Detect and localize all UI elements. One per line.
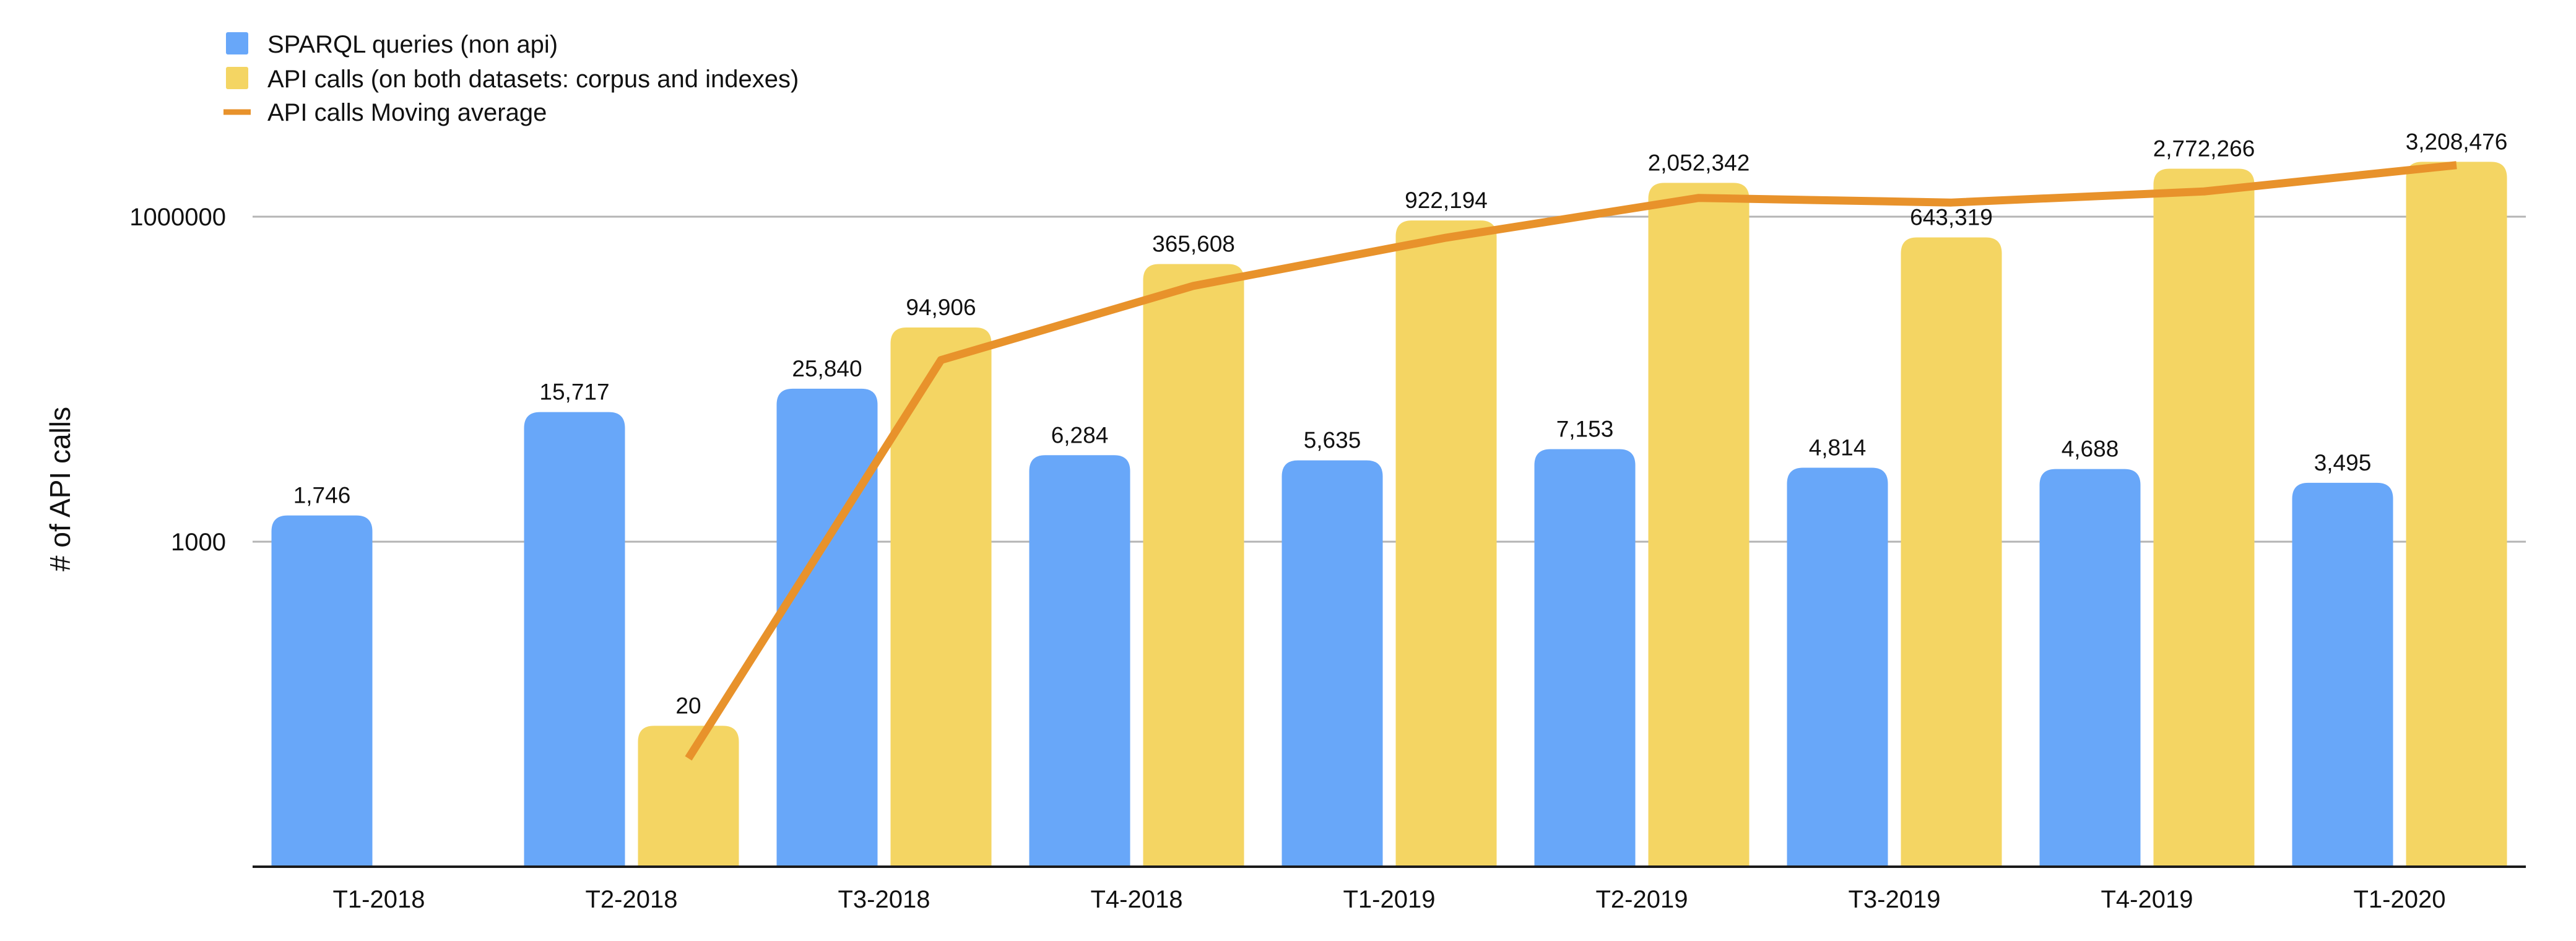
data-label-api-calls-t2-2019: 2,052,342 [1648, 150, 1750, 175]
data-label-sparql-t3-2018: 25,840 [792, 356, 862, 381]
data-label-api-calls-t3-2019: 643,319 [1910, 205, 1993, 230]
bar-api-calls-t2-2019 [1648, 183, 1750, 867]
bar-sparql-t3-2019 [1787, 467, 1888, 867]
data-labels: 1,746 15,717 25,840 6,284 5,635 7,153 4,814 4,6… [293, 129, 2508, 718]
gridlines [253, 215, 2526, 543]
x-tick-label-t1-2020: T1-2020 [2354, 886, 2446, 913]
data-label-sparql-t2-2019: 7,153 [1556, 416, 1614, 441]
data-label-sparql-t4-2019: 4,688 [2062, 436, 2119, 462]
data-label-sparql-t1-2019: 5,635 [1304, 428, 1361, 453]
legend-label-api-calls: API calls (on both datasets: corpus and … [267, 66, 799, 93]
legend-swatch-sparql [226, 32, 248, 54]
x-tick-label-t2-2018: T2-2018 [586, 886, 678, 913]
y-tick-label-1000: 1000 [171, 529, 226, 556]
data-label-api-calls-t3-2018: 94,906 [906, 295, 976, 320]
x-tick-label-t3-2018: T3-2018 [838, 886, 930, 913]
bars [271, 162, 2507, 867]
moving-average-line [685, 161, 2457, 761]
data-label-sparql-t3-2019: 4,814 [1809, 435, 1867, 461]
legend-swatch-api-calls [226, 67, 248, 89]
legend-label-moving-average: API calls Moving average [267, 99, 547, 126]
x-tick-label-t4-2018: T4-2018 [1091, 886, 1183, 913]
data-label-sparql-t2-2018: 15,717 [539, 379, 609, 405]
bar-sparql-t1-2018 [271, 515, 373, 867]
bar-sparql-t2-2019 [1534, 449, 1636, 867]
bar-api-calls-t3-2018 [890, 327, 992, 867]
data-label-sparql-t1-2020: 3,495 [2314, 450, 2372, 475]
bar-api-calls-t3-2019 [1901, 237, 2002, 867]
data-label-sparql-t1-2018: 1,746 [293, 483, 351, 508]
bar-sparql-t4-2018 [1029, 455, 1130, 867]
legend: SPARQL queries (non api) API calls (on b… [223, 31, 799, 126]
bar-api-calls-t4-2019 [2153, 168, 2255, 867]
y-axis-label: # of API calls [44, 407, 76, 571]
y-axis-ticks: 1000 1000000 [129, 204, 226, 556]
bar-sparql-t1-2019 [1281, 460, 1383, 867]
x-tick-label-t1-2018: T1-2018 [333, 886, 425, 913]
data-label-api-calls-t4-2018: 365,608 [1152, 231, 1235, 256]
data-label-api-calls-t2-2018: 20 [675, 693, 701, 718]
x-tick-label-t4-2019: T4-2019 [2101, 886, 2193, 913]
legend-label-sparql: SPARQL queries (non api) [267, 31, 558, 58]
bar-api-calls-t2-2018 [638, 726, 739, 867]
bar-api-calls-t1-2020 [2406, 162, 2507, 867]
data-label-api-calls-t1-2019: 922,194 [1405, 188, 1488, 213]
bar-api-calls-t1-2019 [1395, 220, 1497, 867]
x-axis-ticks: T1-2018 T2-2018 T3-2018 T4-2018 T1-2019 T2-20… [333, 886, 2446, 913]
data-label-api-calls-t1-2020: 3,208,476 [2406, 129, 2508, 154]
x-tick-label-t1-2019: T1-2019 [1343, 886, 1436, 913]
x-tick-label-t3-2019: T3-2019 [1849, 886, 1941, 913]
y-tick-label-1000000: 1000000 [129, 204, 226, 231]
bar-sparql-t2-2018 [524, 412, 625, 867]
data-label-api-calls-t4-2019: 2,772,266 [2153, 136, 2255, 162]
bar-sparql-t1-2020 [2292, 482, 2393, 867]
bar-sparql-t4-2019 [2039, 469, 2141, 867]
bar-sparql-t3-2018 [776, 388, 878, 867]
bar-api-calls-t4-2018 [1143, 264, 1244, 867]
data-label-sparql-t4-2018: 6,284 [1051, 422, 1109, 448]
moving-average-line-group [685, 161, 2457, 761]
x-tick-label-t2-2019: T2-2019 [1596, 886, 1688, 913]
